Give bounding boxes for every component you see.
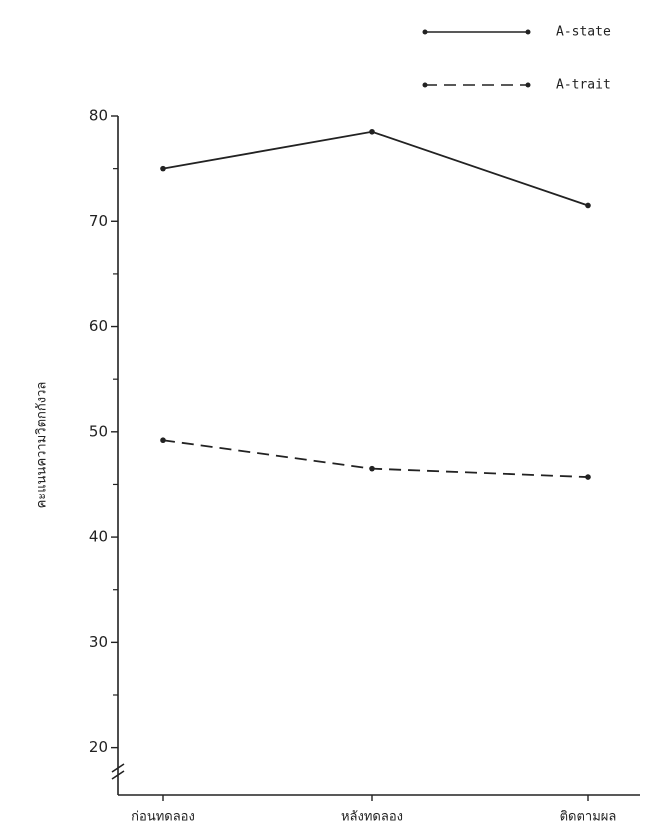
axis-break [111,763,125,780]
series-line [162,130,589,207]
legend-marker [422,29,428,35]
data-point [585,474,591,480]
y-axis-label: คะแนนความวิตกกังวล [35,382,50,509]
y-tick-label: 30 [89,633,108,651]
y-tick-label: 50 [89,422,108,440]
data-point [369,465,375,472]
data-point [585,202,591,209]
x-tick-label: ติดตามผล [560,810,617,825]
y-tick-label: 70 [89,212,108,230]
legend-marker [422,82,428,88]
legend-marker [525,82,531,88]
y-tick-label: 20 [89,738,108,756]
series-line [162,439,589,478]
y-tick-label: 80 [89,107,108,125]
x-tick-label: หลังทดลอง [341,810,403,825]
legend-label: A-trait [556,78,611,93]
data-point [369,128,375,135]
data-point [160,437,166,444]
legend-label: A-state [556,25,611,40]
y-tick-label: 60 [89,317,108,335]
y-tick-label: 40 [89,528,108,546]
x-tick-label: ก่อนทดลอง [131,810,195,825]
data-point [160,165,166,172]
legend-marker [525,29,531,35]
